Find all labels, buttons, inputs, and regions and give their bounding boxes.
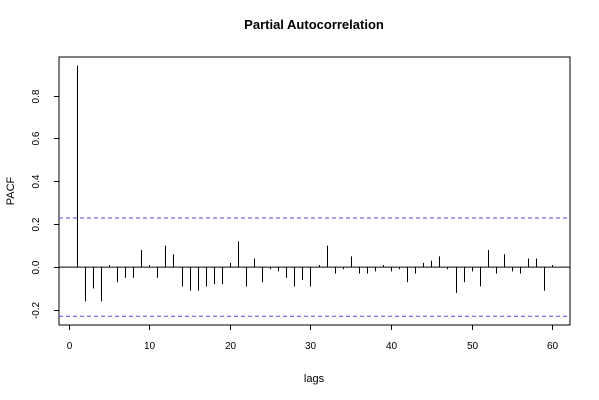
y-tick-label-5: 0.8 bbox=[31, 89, 42, 103]
y-tick-label-1: 0.0 bbox=[31, 260, 42, 274]
x-tick-label-50: 50 bbox=[467, 341, 479, 352]
x-tick-label-10: 10 bbox=[144, 341, 156, 352]
y-axis: -0.2 0.0 0.2 0.4 0.6 0.8 bbox=[31, 89, 59, 319]
chart-title: Partial Autocorrelation bbox=[244, 17, 384, 32]
x-tick-label-40: 40 bbox=[386, 341, 398, 352]
x-axis: 0 10 20 30 40 50 60 bbox=[67, 325, 559, 352]
y-tick-label-0: -0.2 bbox=[31, 301, 42, 319]
x-tick-label-0: 0 bbox=[67, 341, 73, 352]
y-tick-label-4: 0.6 bbox=[31, 131, 42, 145]
x-tick-label-60: 60 bbox=[547, 341, 559, 352]
y-tick-label-3: 0.4 bbox=[31, 174, 42, 188]
plot-frame bbox=[58, 56, 571, 326]
x-tick-label-20: 20 bbox=[225, 341, 237, 352]
x-tick-label-30: 30 bbox=[305, 341, 317, 352]
plot-marks bbox=[59, 65, 570, 317]
y-tick-label-2: 0.2 bbox=[31, 217, 42, 231]
y-axis-label: PACF bbox=[5, 176, 17, 205]
x-axis-label: lags bbox=[304, 373, 325, 385]
